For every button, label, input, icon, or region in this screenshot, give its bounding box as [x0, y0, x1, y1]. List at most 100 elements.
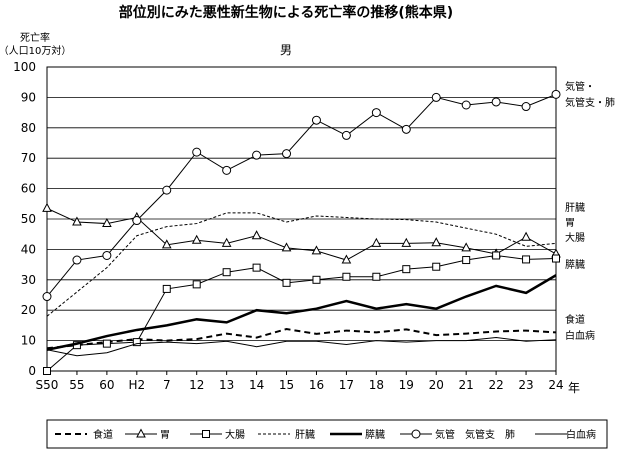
data-point-stomach: [401, 237, 412, 247]
data-point-colon: [522, 255, 531, 264]
end-label-lung: 気管支・肺: [565, 96, 615, 109]
end-label-esophagus: 食道: [565, 313, 585, 326]
x-tick-label: 19: [399, 378, 414, 392]
data-point-lung: [282, 149, 292, 159]
data-point-colon: [252, 263, 261, 272]
data-point-colon: [102, 339, 111, 348]
y-tick-label: 40: [21, 242, 36, 256]
y-tick-labels: 0 10 20 30 40 50 60 70 80 90 100: [13, 60, 36, 378]
data-point-stomach: [102, 217, 112, 228]
y-tick-label: 70: [21, 151, 36, 165]
data-point-lung: [192, 147, 202, 157]
legend-marker-colon: [202, 430, 210, 438]
chart-title: 部位別にみた悪性新生物による死亡率の推移(熊本県): [119, 4, 453, 21]
plot-area-frame: [46, 66, 557, 372]
data-point-colon: [43, 367, 51, 375]
x-tick-label: 14: [249, 378, 264, 392]
data-point-stomach: [371, 237, 382, 247]
data-point-stomach: [251, 230, 262, 240]
data-point-colon: [342, 272, 351, 281]
data-point-lung: [311, 115, 321, 125]
data-point-stomach: [521, 231, 531, 241]
data-point-stomach: [431, 237, 442, 247]
x-tick-label: 13: [219, 378, 234, 392]
data-point-stomach: [191, 234, 202, 244]
data-point-stomach: [161, 239, 172, 249]
x-tick-label: 23: [518, 378, 533, 392]
end-label-colon: 大腸: [565, 231, 585, 244]
x-tick-label: 15: [279, 378, 294, 392]
y-axis-label-line1: 死亡率: [20, 31, 50, 44]
data-point-lung: [341, 130, 351, 140]
y-tick-label: 0: [28, 364, 36, 378]
end-label-pancreas: 膵臓: [565, 259, 585, 271]
y-tick-label: 20: [21, 303, 36, 317]
series-line-liver: [46, 212, 557, 317]
series-group: [42, 89, 561, 375]
data-point-lung: [72, 255, 82, 265]
x-tick-label: 55: [69, 378, 84, 392]
data-point-lung: [521, 102, 531, 112]
data-point-stomach: [311, 245, 322, 255]
data-point-stomach: [42, 202, 52, 212]
series-line-lung: [46, 93, 557, 297]
data-point-stomach: [341, 254, 352, 264]
end-label-leukemia: 白血病: [565, 329, 595, 342]
y-axis-label-line2: （人口10万対）: [0, 44, 71, 57]
data-point-stomach: [72, 216, 82, 226]
x-tick-label: 22: [488, 378, 503, 392]
end-label-liver: 肝臓: [565, 202, 585, 214]
legend-label-colon: 大腸: [225, 428, 245, 441]
y-tick-label: 90: [21, 90, 36, 104]
data-point-lung: [222, 165, 232, 175]
y-tick-label: 50: [21, 212, 36, 226]
data-point-lung: [491, 97, 501, 107]
data-point-colon: [432, 262, 441, 271]
legend-label-liver: 肝臓: [295, 429, 315, 441]
series-line-colon: [46, 254, 557, 372]
x-tick-labels: S50 55 60 H2 7 12 13 14 15 16 17 18 19 20 21 22 23 24: [36, 371, 564, 392]
data-point-stomach: [221, 237, 232, 247]
x-axis-label: 年: [568, 381, 580, 395]
legend-label-esophagus: 食道: [93, 428, 113, 441]
series-line-esophagus: [46, 328, 557, 350]
data-point-colon: [282, 278, 291, 287]
legend-marker-stomach: [136, 428, 146, 438]
data-point-colon: [552, 254, 560, 263]
data-point-colon: [192, 280, 201, 289]
x-tick-label: 20: [429, 378, 444, 392]
legend: 食道 胃 大腸 肝臓 膵臓 気管 気管支 肺 白血病: [55, 428, 596, 441]
legend-label-stomach: 胃: [160, 429, 170, 441]
y-tick-label: 10: [21, 334, 36, 348]
chart-subtitle: 男: [280, 43, 292, 57]
data-point-lung: [401, 124, 411, 134]
data-point-lung: [371, 108, 381, 118]
data-point-lung: [431, 92, 441, 102]
data-point-colon: [132, 338, 141, 347]
data-point-colon: [462, 256, 471, 265]
y-tick-label: 30: [21, 273, 36, 287]
data-point-lung: [461, 100, 471, 110]
x-tick-label: 7: [163, 378, 171, 392]
legend-label-lung: 気管 気管支 肺: [435, 428, 515, 441]
data-point-colon: [372, 272, 381, 281]
data-point-colon: [402, 265, 411, 274]
x-tick-label: 21: [459, 378, 474, 392]
x-tick-label: 12: [189, 378, 204, 392]
y-tick-label: 80: [21, 121, 36, 135]
end-label-stomach: 胃: [565, 217, 575, 229]
series-line-leukemia: [46, 337, 557, 357]
data-point-colon: [222, 268, 231, 277]
data-point-lung: [42, 292, 52, 302]
y-tick-label: 60: [21, 182, 36, 196]
legend-marker-lung: [411, 429, 421, 439]
data-point-lung: [252, 150, 262, 160]
x-tick-label: S50: [36, 378, 59, 392]
data-point-lung: [132, 216, 142, 226]
x-tick-label: 18: [369, 378, 384, 392]
legend-label-leukemia: 白血病: [566, 428, 596, 441]
series-line-stomach: [46, 207, 557, 261]
end-label-lung: 気管・: [565, 80, 595, 93]
